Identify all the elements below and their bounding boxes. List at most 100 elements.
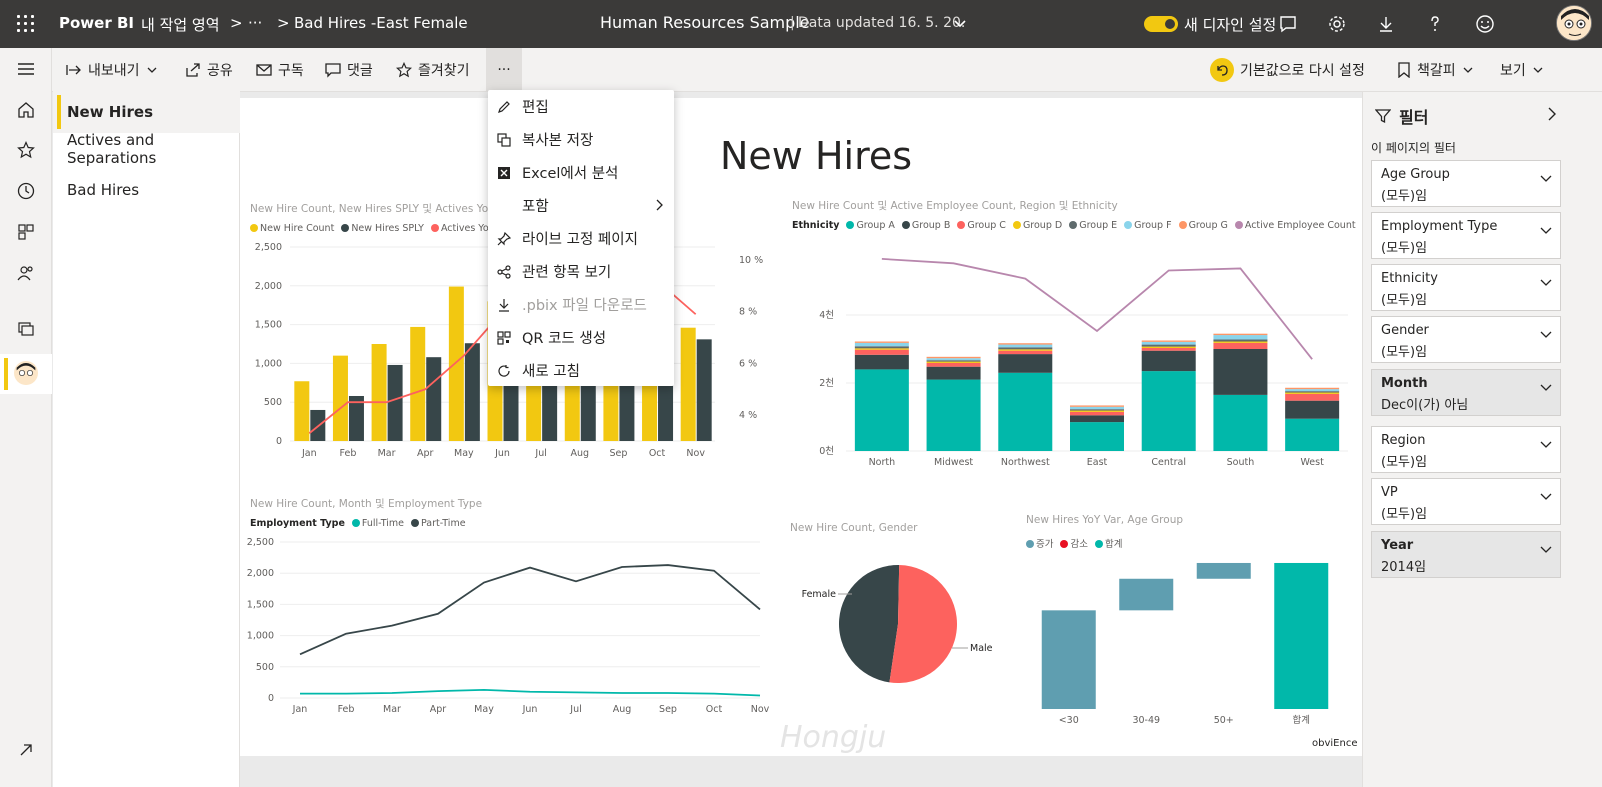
page-tab-new-hires[interactable]: New Hires bbox=[53, 91, 240, 133]
chevron-down-icon[interactable] bbox=[1540, 169, 1552, 188]
view-label: 보기 bbox=[1500, 63, 1526, 79]
filter-card-year[interactable]: Year 2014임 bbox=[1371, 531, 1561, 578]
menu-item-analyze-excel[interactable]: Excel에서 분석 bbox=[488, 156, 674, 189]
more-options-button[interactable]: ··· bbox=[486, 48, 522, 92]
comment-button[interactable]: 댓글 bbox=[325, 48, 373, 92]
legend-item[interactable]: Group B bbox=[901, 220, 950, 231]
report-center-title[interactable]: Human Resources Sample bbox=[600, 13, 810, 32]
watermark-text: Hongju bbox=[780, 720, 887, 755]
download-icon[interactable] bbox=[1374, 12, 1398, 36]
chart2-title: New Hire Count 및 Active Employee Count, … bbox=[792, 200, 1118, 212]
chart3-line[interactable]: 0 500 1,000 1,500 2,000 2,500 Jan Feb Mar Apr May J… bbox=[240, 528, 770, 728]
expand-arrow-icon[interactable] bbox=[14, 738, 38, 762]
chevron-down-icon[interactable] bbox=[1540, 435, 1552, 454]
filter-card-age-group[interactable]: Age Group (모두)임 bbox=[1371, 160, 1561, 207]
filter-card-gender[interactable]: Gender (모두)임 bbox=[1371, 316, 1561, 363]
comment-icon[interactable] bbox=[1276, 12, 1300, 36]
new-design-toggle[interactable] bbox=[1144, 16, 1178, 32]
menu-item-download-pbix[interactable]: .pbix 파일 다운로드 bbox=[488, 288, 674, 321]
legend-item[interactable]: Full-Time bbox=[351, 518, 404, 529]
stacked-bar-segment bbox=[1141, 346, 1196, 348]
brand-name[interactable]: Power BI bbox=[59, 14, 134, 32]
share-button[interactable]: 공유 bbox=[185, 48, 233, 92]
export-button[interactable]: 내보내기 bbox=[66, 48, 158, 92]
legend-item[interactable]: Group F bbox=[1124, 220, 1172, 231]
reset-default-button[interactable]: 기본값으로 다시 설정 bbox=[1210, 48, 1365, 92]
stacked-bar-segment bbox=[854, 369, 909, 451]
filter-card-employment-type[interactable]: Employment Type (모두)임 bbox=[1371, 212, 1561, 259]
bookmarks-button[interactable]: 책갈피 bbox=[1397, 48, 1474, 92]
chevron-down-icon bbox=[1533, 67, 1543, 73]
stacked-bar-segment bbox=[1070, 422, 1124, 451]
feedback-smiley-icon[interactable] bbox=[1473, 12, 1497, 36]
help-icon[interactable] bbox=[1423, 12, 1447, 36]
chevron-down-icon[interactable] bbox=[1540, 273, 1552, 292]
legend-item[interactable]: New Hires SPLY bbox=[341, 223, 424, 234]
legend-item[interactable]: Group E bbox=[1069, 220, 1117, 231]
shared-with-me-icon[interactable] bbox=[14, 261, 38, 285]
subscribe-button[interactable]: 구독 bbox=[256, 48, 304, 92]
chevron-down-icon[interactable] bbox=[1540, 325, 1552, 344]
filter-card-vp[interactable]: VP (모두)임 bbox=[1371, 478, 1561, 525]
breadcrumb-ellipsis[interactable]: ··· bbox=[248, 14, 263, 32]
stacked-bar-segment bbox=[1070, 415, 1124, 423]
my-workspace-rail-item[interactable] bbox=[0, 354, 52, 394]
chevron-down-icon[interactable] bbox=[1540, 540, 1552, 559]
legend-item[interactable]: Actives YoY % C... bbox=[430, 223, 525, 234]
chart2-stacked-region[interactable]: 0천 2천 4천 North Midwest Northwest East Central So… bbox=[780, 233, 1360, 473]
legend-item[interactable]: Group D bbox=[1012, 220, 1062, 231]
breadcrumb-report[interactable]: Bad Hires -East Female bbox=[294, 14, 468, 32]
menu-item-qr-code[interactable]: QR 코드 생성 bbox=[488, 321, 674, 354]
page-tab-label: Actives and Separations bbox=[67, 131, 157, 167]
menu-item-label: 라이브 고정 페이지 bbox=[522, 232, 638, 248]
view-button[interactable]: 보기 bbox=[1500, 48, 1544, 92]
qr-code-icon bbox=[496, 330, 512, 346]
page-tab-bad-hires[interactable]: Bad Hires bbox=[53, 169, 240, 211]
legend-item[interactable]: 감소 bbox=[1060, 536, 1088, 550]
home-icon[interactable] bbox=[14, 98, 38, 122]
legend-item[interactable]: Group G bbox=[1178, 220, 1228, 231]
chevron-down-icon[interactable] bbox=[948, 12, 972, 36]
breadcrumb-workspace[interactable]: 내 작업 영역 bbox=[141, 16, 220, 34]
legend-item[interactable]: Group A bbox=[846, 220, 895, 231]
menu-item-save-copy[interactable]: 복사본 저장 bbox=[488, 123, 674, 156]
waterfall-bar bbox=[1119, 578, 1174, 611]
x-tick-label: May bbox=[474, 704, 494, 715]
apps-icon[interactable] bbox=[14, 220, 38, 244]
filter-card-ethnicity[interactable]: Ethnicity (모두)임 bbox=[1371, 264, 1561, 311]
legend-item[interactable]: Active Employee Count bbox=[1234, 220, 1356, 231]
filter-card-month[interactable]: Month Dec이(가) 아님 bbox=[1371, 369, 1561, 416]
menu-item-pin-live[interactable]: 라이브 고정 페이지 bbox=[488, 222, 674, 255]
menu-item-edit[interactable]: 편집 bbox=[488, 90, 674, 123]
app-launcher-icon[interactable] bbox=[17, 15, 35, 33]
page-tab-actives-and-separations[interactable]: Actives and Separations bbox=[53, 128, 240, 170]
workspaces-icon[interactable] bbox=[14, 317, 38, 341]
menu-item-embed[interactable]: 포함 bbox=[488, 189, 674, 222]
filter-value: (모두)임 bbox=[1381, 293, 1428, 308]
menu-item-view-related[interactable]: 관련 항목 보기 bbox=[488, 255, 674, 288]
stacked-bar-segment bbox=[1141, 350, 1196, 372]
chevron-down-icon[interactable] bbox=[1540, 378, 1552, 397]
legend-item[interactable]: 합계 bbox=[1094, 536, 1122, 550]
legend-item[interactable]: Group C bbox=[957, 220, 1006, 231]
chevron-down-icon[interactable] bbox=[1540, 487, 1552, 506]
hamburger-menu-icon[interactable] bbox=[14, 57, 38, 81]
user-avatar[interactable] bbox=[1556, 5, 1592, 41]
recent-clock-icon[interactable] bbox=[14, 179, 38, 203]
favorite-button[interactable]: 즐겨찾기 bbox=[396, 48, 470, 92]
chevron-down-icon[interactable] bbox=[1540, 221, 1552, 240]
filter-card-region[interactable]: Region (모두)임 bbox=[1371, 426, 1561, 473]
stacked-bar-segment bbox=[854, 342, 909, 347]
settings-gear-icon[interactable] bbox=[1325, 12, 1349, 36]
chart5-waterfall[interactable]: <30 30-49 50+ 합계 bbox=[1020, 553, 1350, 733]
stacked-bar-segment bbox=[926, 362, 981, 367]
collapse-filter-chevron-icon[interactable] bbox=[1547, 106, 1557, 125]
menu-item-refresh[interactable]: 새로 고침 bbox=[488, 354, 674, 387]
favorites-star-icon[interactable] bbox=[14, 138, 38, 162]
legend-item[interactable]: New Hire Count bbox=[250, 223, 334, 234]
legend-item[interactable]: 증가 bbox=[1026, 536, 1053, 550]
stacked-bar-segment bbox=[926, 361, 981, 363]
chart4-pie[interactable]: Female Male bbox=[790, 538, 1020, 708]
legend-item[interactable]: Part-Time bbox=[410, 518, 466, 529]
